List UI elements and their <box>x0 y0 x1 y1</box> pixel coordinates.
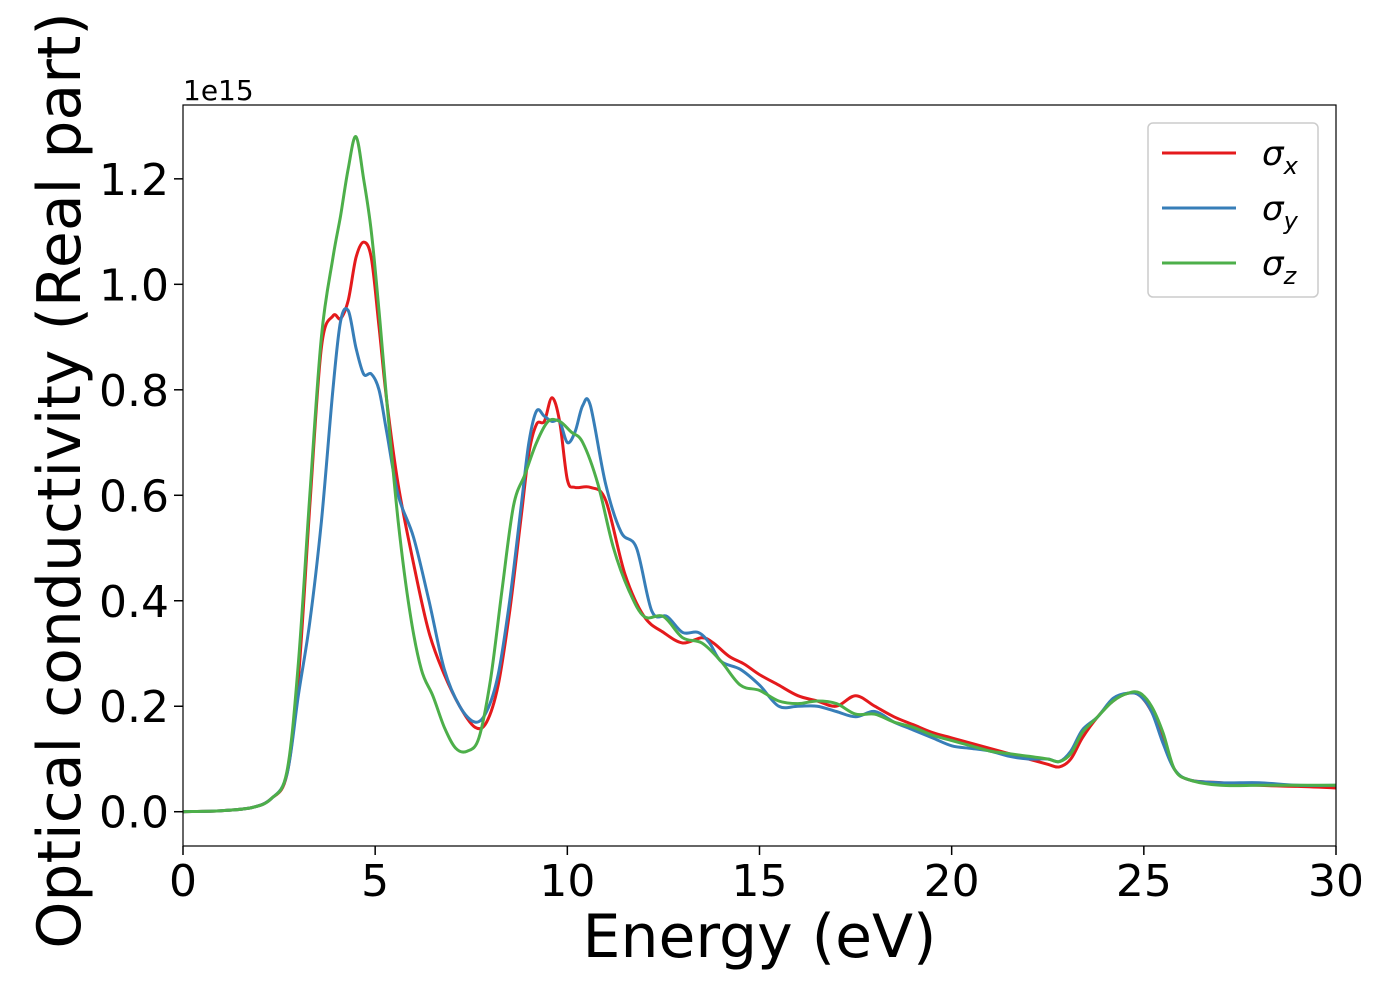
legend-box <box>1147 122 1319 298</box>
legend-symbol: σ <box>1262 244 1285 284</box>
x-tick-label: 25 <box>1116 856 1172 907</box>
y-tick-label: 0.0 <box>99 788 169 839</box>
legend-label-x: σx <box>1262 134 1299 180</box>
legend-symbol: σ <box>1262 189 1285 229</box>
legend-symbol: σ <box>1262 134 1285 174</box>
legend-subscript: y <box>1283 207 1299 235</box>
x-tick-label: 10 <box>539 856 595 907</box>
series-layer <box>183 135 1336 814</box>
series-line-z <box>183 135 1336 814</box>
y-offset-label: 1e15 <box>183 74 254 107</box>
legend-label-z: σz <box>1262 244 1298 290</box>
y-tick-label: 0.2 <box>99 682 169 733</box>
x-tick-label: 20 <box>924 856 980 907</box>
x-tick-label: 15 <box>732 856 788 907</box>
y-tick-label: 0.6 <box>99 471 169 522</box>
x-tick-label: 0 <box>169 856 197 907</box>
x-axis-title: Energy (eV) <box>583 902 937 972</box>
series-line-x <box>183 240 1336 814</box>
x-tick-label: 30 <box>1308 856 1364 907</box>
legend-subscript: z <box>1283 262 1298 290</box>
legend-label-y: σy <box>1262 189 1299 235</box>
y-axis-title: Optical conductivity (Real part) <box>25 12 95 949</box>
y-tick-label: 0.8 <box>99 366 169 417</box>
legend-subscript: x <box>1283 152 1299 180</box>
ticks-layer: 0 5 10 15 20 25 30 0.0 0.2 0.4 0.6 0.8 1.0 1.2 <box>99 155 1364 907</box>
y-tick-label: 0.4 <box>99 577 169 628</box>
x-tick-label: 5 <box>361 856 389 907</box>
y-tick-label: 1.2 <box>99 155 169 206</box>
y-tick-label: 1.0 <box>99 260 169 311</box>
